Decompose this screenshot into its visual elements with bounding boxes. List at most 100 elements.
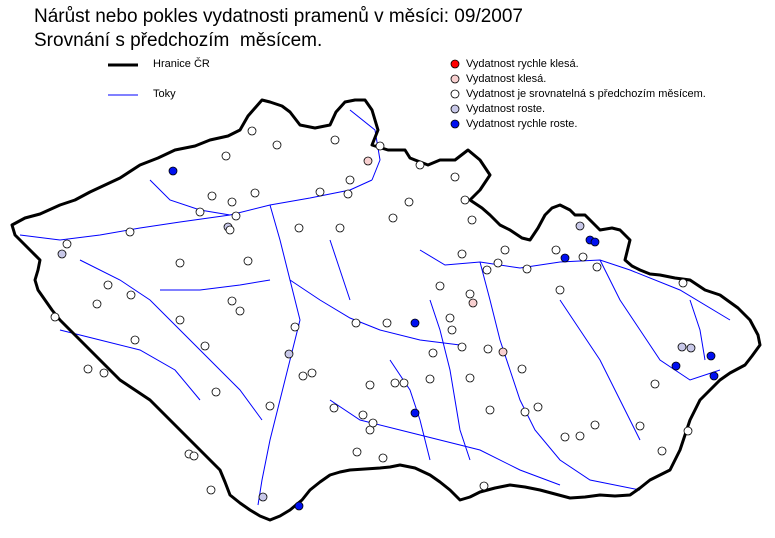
spring-station-marker <box>195 207 205 217</box>
spring-station-marker <box>247 126 257 136</box>
river <box>289 279 461 346</box>
map-title: Nárůst nebo pokles vydatnosti pramenů v … <box>34 6 523 27</box>
spring-station-marker <box>365 380 375 390</box>
spring-station-marker <box>686 343 696 353</box>
spring-station-marker <box>415 160 425 170</box>
spring-station-marker <box>388 213 398 223</box>
river <box>389 359 431 461</box>
spring-station-marker <box>235 306 245 316</box>
river <box>59 329 201 401</box>
spring-station-marker <box>258 492 268 502</box>
legend-label-decline: Vydatnost klesá. <box>466 73 547 85</box>
spring-station-marker <box>363 156 373 166</box>
spring-station-marker <box>560 253 570 263</box>
spring-station-marker <box>590 237 600 247</box>
river <box>419 249 731 321</box>
spring-station-marker <box>493 258 503 268</box>
spring-station-marker <box>678 278 688 288</box>
spring-station-marker <box>482 265 492 275</box>
river <box>479 261 641 491</box>
spring-station-marker <box>83 364 93 374</box>
spring-station-marker <box>468 298 478 308</box>
spring-station-marker <box>294 501 304 511</box>
legend-point-marker <box>450 89 460 99</box>
spring-station-marker <box>650 379 660 389</box>
spring-station-marker <box>533 402 543 412</box>
spring-station-marker <box>345 175 355 185</box>
spring-station-marker <box>335 223 345 233</box>
legend-border-label: Hranice ČR <box>153 58 210 70</box>
spring-station-marker <box>103 280 113 290</box>
river <box>329 239 351 301</box>
spring-station-marker <box>399 378 409 388</box>
spring-station-marker <box>290 322 300 332</box>
river <box>79 259 263 421</box>
spring-station-marker <box>517 364 527 374</box>
spring-station-marker <box>551 245 561 255</box>
spring-station-marker <box>428 348 438 358</box>
river <box>559 299 641 441</box>
spring-station-marker <box>592 262 602 272</box>
spring-station-marker <box>457 249 467 259</box>
spring-station-marker <box>272 140 282 150</box>
rivers <box>19 109 731 506</box>
spring-station-marker <box>329 403 339 413</box>
river <box>329 399 561 486</box>
spring-station-marker <box>315 187 325 197</box>
spring-station-marker <box>500 245 510 255</box>
spring-station-marker <box>57 249 67 259</box>
spring-station-marker <box>522 264 532 274</box>
spring-station-marker <box>390 378 400 388</box>
spring-station-marker <box>200 341 210 351</box>
spring-station-marker <box>410 408 420 418</box>
spring-station-marker <box>560 432 570 442</box>
legend-points <box>450 59 460 129</box>
spring-station-marker <box>225 225 235 235</box>
spring-station-marker <box>243 256 253 266</box>
spring-station-marker <box>284 349 294 359</box>
spring-station-marker <box>343 189 353 199</box>
spring-station-marker <box>130 335 140 345</box>
spring-station-marker <box>231 211 241 221</box>
spring-station-marker <box>352 447 362 457</box>
spring-station-marker <box>298 371 308 381</box>
river <box>429 299 471 461</box>
spring-station-marker <box>498 347 508 357</box>
spring-station-marker <box>294 223 304 233</box>
spring-station-marker <box>677 342 687 352</box>
river <box>19 179 373 241</box>
spring-station-marker <box>227 296 237 306</box>
spring-station-marker <box>555 285 565 295</box>
river <box>149 179 231 216</box>
spring-station-marker <box>62 239 72 249</box>
river <box>689 299 706 361</box>
spring-station-marker <box>211 387 221 397</box>
legend-label-stable: Vydatnost je srovnatelná s předchozím mě… <box>466 88 706 100</box>
spring-station-marker <box>265 401 275 411</box>
spring-station-marker <box>445 313 455 323</box>
spring-station-marker <box>578 252 588 262</box>
spring-station-marker <box>706 351 716 361</box>
spring-station-marker <box>485 405 495 415</box>
spring-station-marker <box>307 368 317 378</box>
legend-point-marker <box>450 104 460 114</box>
spring-station-marker <box>450 172 460 182</box>
spring-station-marker <box>683 426 693 436</box>
legend-point-marker <box>450 59 460 69</box>
spring-station-marker <box>168 166 178 176</box>
spring-station-marker <box>575 221 585 231</box>
spring-station-marker <box>358 410 368 420</box>
spring-station-marker <box>330 135 340 145</box>
spring-station-marker <box>479 481 489 491</box>
spring-station-marker <box>460 195 470 205</box>
spring-station-marker <box>465 373 475 383</box>
spring-station-marker <box>368 418 378 428</box>
spring-station-marker <box>50 312 60 322</box>
spring-station-marker <box>657 446 667 456</box>
spring-station-marker <box>375 141 385 151</box>
map-subtitle: Srovnání s předchozím měsícem. <box>34 30 323 51</box>
stations <box>50 126 719 511</box>
spring-station-marker <box>575 431 585 441</box>
spring-station-marker <box>125 227 135 237</box>
